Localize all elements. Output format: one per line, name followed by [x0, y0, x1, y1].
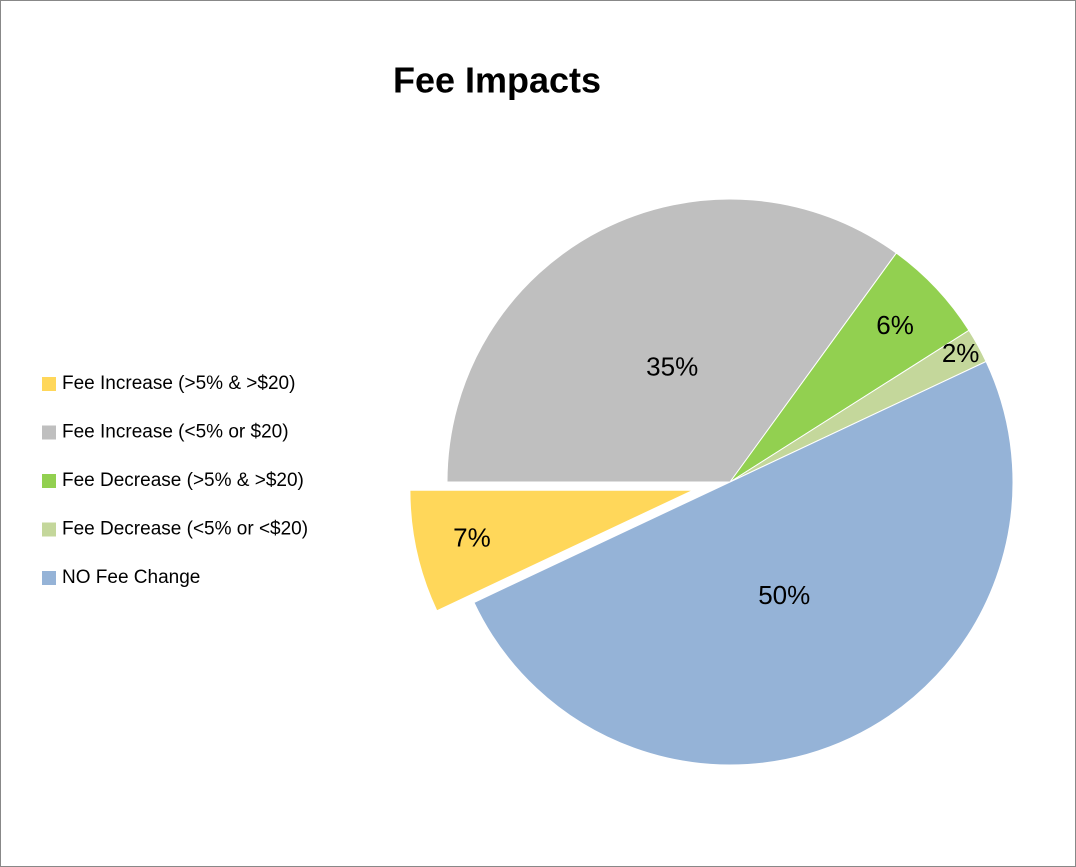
- pie-slice: [473, 360, 1014, 766]
- legend-label: Fee Increase (>5% & >$20): [62, 373, 295, 394]
- legend-label: NO Fee Change: [62, 567, 200, 588]
- legend-label: Fee Decrease (>5% & >$20): [62, 470, 304, 491]
- legend-swatch: [42, 474, 56, 488]
- slice-label: 6%: [876, 310, 914, 340]
- slice-label: 2%: [942, 338, 980, 368]
- chart-title: Fee Impacts: [393, 60, 601, 101]
- legend-label: Fee Increase (<5% or $20): [62, 422, 289, 443]
- legend-swatch: [42, 377, 56, 391]
- pie-slice: [446, 198, 898, 483]
- legend-swatch: [42, 522, 56, 537]
- legend-swatch: [42, 571, 56, 585]
- legend-label: Fee Decrease (<5% or <$20): [62, 519, 308, 540]
- slice-label: 7%: [453, 523, 491, 553]
- slice-label: 35%: [646, 351, 698, 381]
- slice-label: 50%: [758, 580, 810, 610]
- legend-swatch: [42, 425, 56, 440]
- pie-slice: [409, 489, 694, 612]
